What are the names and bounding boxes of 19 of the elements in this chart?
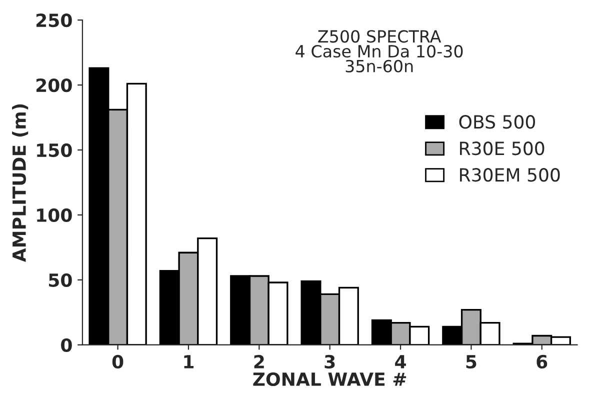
y-axis-title: AMPLITUDE (m): [12, 104, 28, 262]
x-tick-label: 5: [466, 355, 476, 369]
x-axis-title: ZONAL WAVE #: [253, 372, 406, 386]
x-tick-label: 0: [112, 354, 124, 369]
y-tick-label: 250: [36, 14, 72, 28]
x-tick-label: 4: [395, 355, 406, 368]
legend-label: R30EM 500: [460, 168, 560, 182]
y-tick-label: 100: [37, 208, 72, 222]
y-tick-label: 0: [61, 338, 72, 352]
text: Z500 SPECTRA 4 Case Mn Da 10-30 35n-60n: [296, 30, 463, 72]
y-tick-label: 150: [37, 143, 72, 158]
x-tick-label: 6: [536, 354, 548, 369]
y-tick-label: 200: [36, 78, 72, 92]
x-tick-label: 2: [254, 354, 264, 368]
x-tick-label: 3: [324, 354, 335, 369]
legend-label: OBS 500: [459, 115, 536, 129]
y-tick-label: 50: [49, 273, 72, 288]
legend-label: R30E 500: [460, 142, 544, 156]
x-tick-label: 1: [184, 355, 194, 368]
